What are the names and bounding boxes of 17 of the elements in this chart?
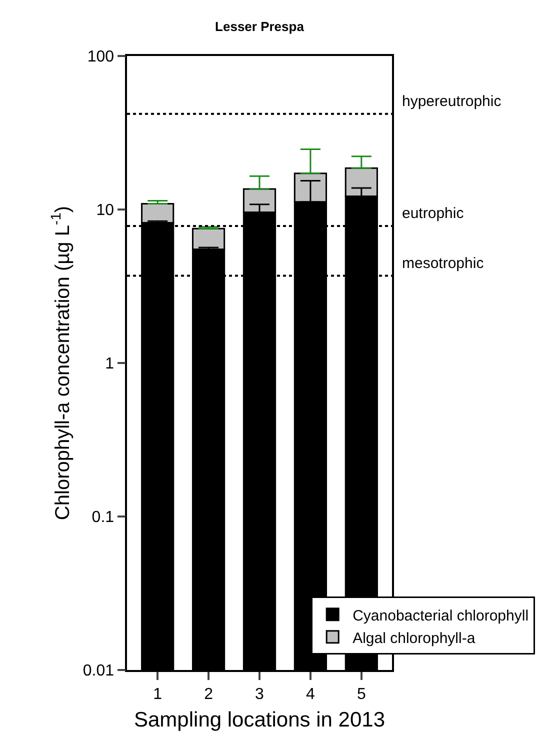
y-tick-label: 0.1 xyxy=(92,509,114,526)
ref-line-label: mesotrophic xyxy=(402,255,484,272)
x-tick-label: 4 xyxy=(306,686,316,703)
y-tick-label: 0.01 xyxy=(82,662,114,680)
x-tick-label: 5 xyxy=(356,686,366,703)
ref-line-label: eutrophic xyxy=(402,205,464,222)
y-tick-label: 1 xyxy=(105,356,114,373)
x-axis-title: Sampling locations in 2013 xyxy=(134,708,385,732)
x-tick-label: 3 xyxy=(255,686,264,703)
x-tick-label: 1 xyxy=(153,686,162,703)
legend-label: Algal chlorophyll-a xyxy=(352,630,476,647)
chart-title: Lesser Prespa xyxy=(215,19,305,34)
y-tick-label: 10 xyxy=(96,202,114,220)
x-tick-label: 2 xyxy=(204,686,214,703)
ref-line-label: hypereutrophic xyxy=(402,93,502,110)
y-tick-label: 100 xyxy=(87,48,114,66)
legend-label: Cyanobacterial chlorophyll xyxy=(352,607,529,624)
